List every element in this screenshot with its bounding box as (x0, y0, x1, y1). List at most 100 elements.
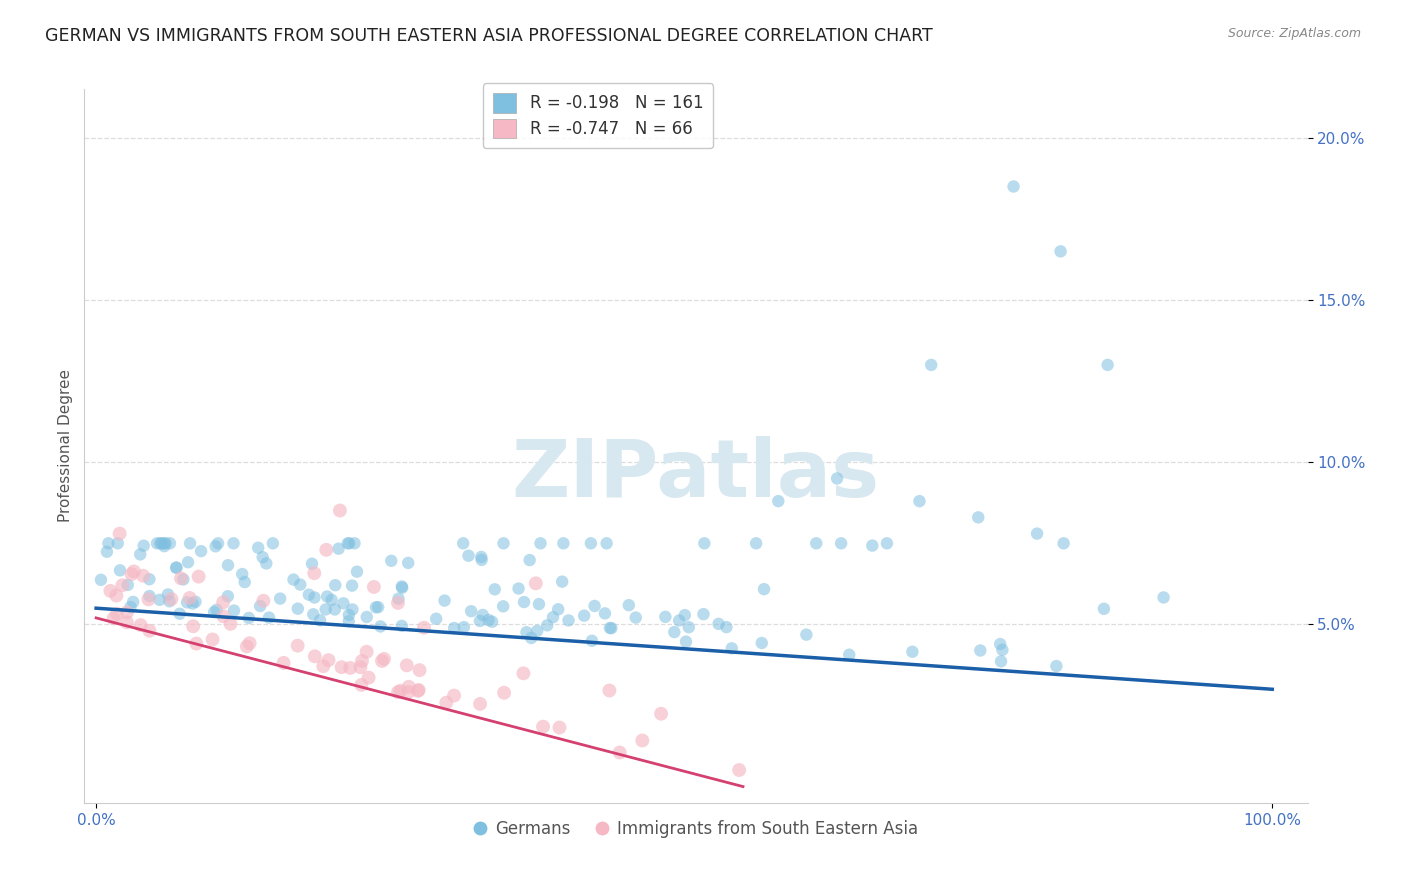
Point (217, 589, 239, 603)
Point (876, 536, 898, 550)
Point (524, 576, 547, 591)
Point (526, 624, 548, 638)
Point (396, 556, 419, 570)
Point (494, 686, 516, 700)
Point (177, 555, 200, 569)
Point (219, 616, 242, 631)
Point (1092, 601, 1115, 615)
Point (595, 536, 617, 550)
Point (387, 591, 409, 606)
Point (443, 689, 465, 703)
Point (132, 568, 155, 582)
Point (159, 536, 181, 550)
Point (520, 631, 543, 645)
Point (309, 613, 332, 627)
Point (236, 640, 259, 654)
Point (654, 609, 676, 624)
Point (408, 682, 430, 697)
Point (231, 567, 253, 582)
Point (342, 602, 364, 616)
Point (318, 653, 340, 667)
Point (176, 595, 198, 609)
Point (301, 557, 323, 571)
Point (117, 578, 139, 592)
Point (181, 597, 204, 611)
Point (664, 625, 686, 640)
Point (825, 471, 848, 485)
Point (481, 615, 503, 629)
Point (668, 614, 690, 628)
Point (547, 602, 569, 616)
Point (212, 595, 235, 609)
Point (398, 680, 420, 694)
Point (290, 577, 312, 591)
Point (752, 582, 775, 596)
Point (716, 620, 738, 634)
Point (90, 573, 112, 587)
Point (337, 614, 360, 628)
Point (132, 539, 155, 553)
Point (967, 510, 990, 524)
Point (103, 611, 125, 625)
Point (471, 553, 494, 567)
Point (598, 683, 620, 698)
Point (96, 545, 118, 559)
Point (304, 649, 326, 664)
Point (508, 582, 530, 596)
Point (337, 607, 360, 622)
Point (187, 569, 209, 583)
Point (1049, 244, 1071, 259)
Point (457, 549, 479, 563)
Point (470, 549, 492, 564)
Point (184, 595, 207, 609)
Point (129, 618, 152, 632)
Point (330, 660, 353, 674)
Point (593, 607, 616, 621)
Point (387, 685, 409, 699)
Point (252, 550, 274, 565)
Point (179, 591, 201, 605)
Point (425, 612, 447, 626)
Point (172, 573, 194, 587)
Point (153, 539, 176, 553)
Point (186, 636, 208, 650)
Point (149, 592, 172, 607)
Point (806, 536, 828, 550)
Point (391, 579, 413, 593)
Point (120, 600, 142, 615)
Point (519, 553, 541, 567)
Point (150, 536, 173, 550)
Point (129, 548, 152, 562)
Point (373, 652, 395, 666)
Point (583, 599, 606, 613)
Point (484, 582, 506, 597)
Point (380, 554, 402, 568)
Point (515, 625, 537, 640)
Point (492, 599, 515, 614)
Point (991, 643, 1014, 657)
Point (860, 539, 883, 553)
Point (609, 746, 631, 760)
Point (262, 536, 284, 550)
Point (434, 696, 457, 710)
Point (720, 641, 742, 656)
Point (1097, 358, 1119, 372)
Point (212, 609, 235, 624)
Point (901, 645, 924, 659)
Point (207, 536, 229, 550)
Point (389, 683, 412, 698)
Point (572, 608, 595, 623)
Point (343, 536, 366, 550)
Point (222, 603, 245, 617)
Point (252, 594, 274, 608)
Point (1026, 526, 1049, 541)
Point (105, 589, 128, 603)
Point (371, 654, 394, 668)
Point (315, 602, 337, 616)
Y-axis label: Professional Degree: Professional Degree (58, 369, 73, 523)
Point (349, 660, 371, 674)
Point (406, 684, 429, 698)
Point (541, 610, 564, 624)
Point (321, 592, 343, 607)
Point (453, 620, 475, 634)
